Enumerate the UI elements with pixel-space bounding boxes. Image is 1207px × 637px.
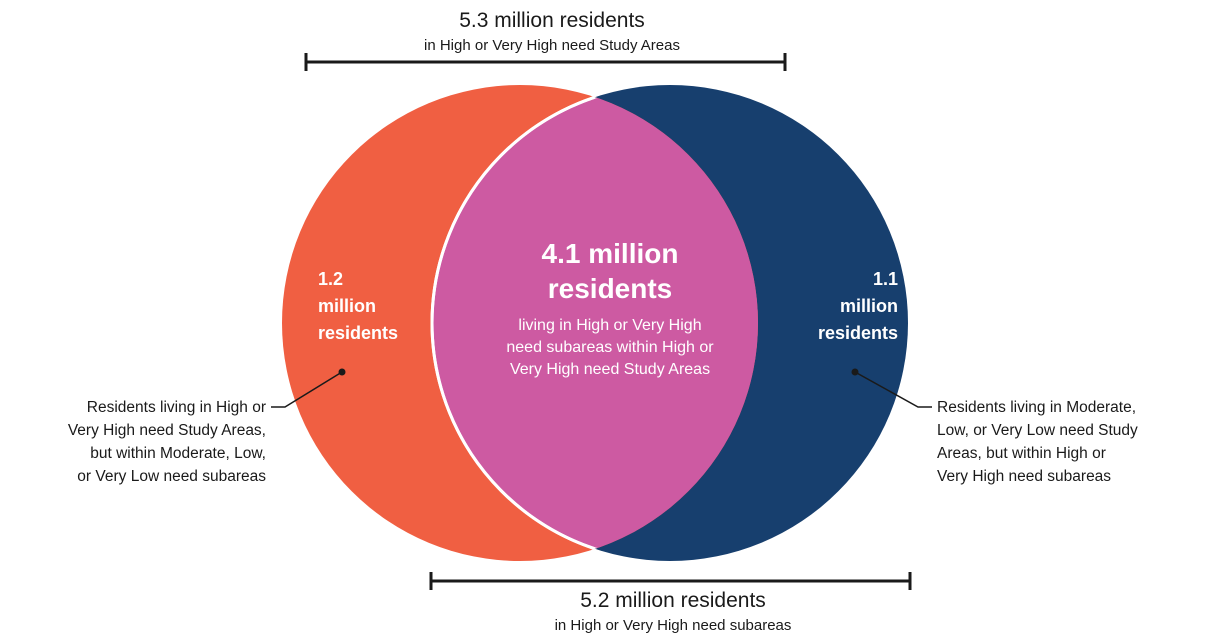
overlap-desc-line: Very High need Study Areas	[510, 361, 710, 378]
left-annotation-line: but within Moderate, Low,	[90, 445, 266, 462]
overlap-outline	[430, 85, 758, 561]
right-value-line: 1.1	[873, 269, 898, 289]
left-annotation-leader	[271, 371, 343, 408]
right-value-line: million	[840, 296, 898, 316]
left-annotation-line: Very High need Study Areas,	[68, 422, 266, 439]
right-annotation-dot	[851, 368, 859, 376]
left-annotation-line: Residents living in High or	[87, 399, 266, 416]
right-annotation-line: Areas, but within High or	[937, 445, 1106, 462]
top-bracket-title: 5.3 million residents	[459, 9, 645, 32]
left-value-line: million	[318, 296, 376, 316]
right-value-line: residents	[818, 323, 898, 343]
bottom-bracket-subtitle: in High or Very High need subareas	[555, 617, 792, 634]
overlap-lens	[432, 85, 758, 561]
overlap-desc-line: living in High or Very High	[518, 317, 701, 334]
left-annotation-line: or Very Low need subareas	[77, 468, 266, 485]
right-annotation-line: Very High need subareas	[937, 468, 1111, 485]
right-annotation-line: Low, or Very Low need Study	[937, 422, 1138, 439]
overlap-desc-line: need subareas within High or	[506, 339, 714, 356]
left-annotation-dot	[338, 368, 346, 376]
right-annotation-leader	[854, 371, 932, 408]
left-value-line: residents	[318, 323, 398, 343]
overlap-value-line2: residents	[548, 273, 673, 304]
bottom-bracket	[429, 572, 912, 590]
right-annotation-line: Residents living in Moderate,	[937, 399, 1136, 416]
top-bracket-subtitle: in High or Very High need Study Areas	[424, 37, 680, 54]
left-value-line: 1.2	[318, 269, 343, 289]
bottom-bracket-title: 5.2 million residents	[580, 589, 766, 612]
overlap-value-line1: 4.1 million	[542, 238, 679, 269]
top-bracket	[304, 53, 787, 71]
